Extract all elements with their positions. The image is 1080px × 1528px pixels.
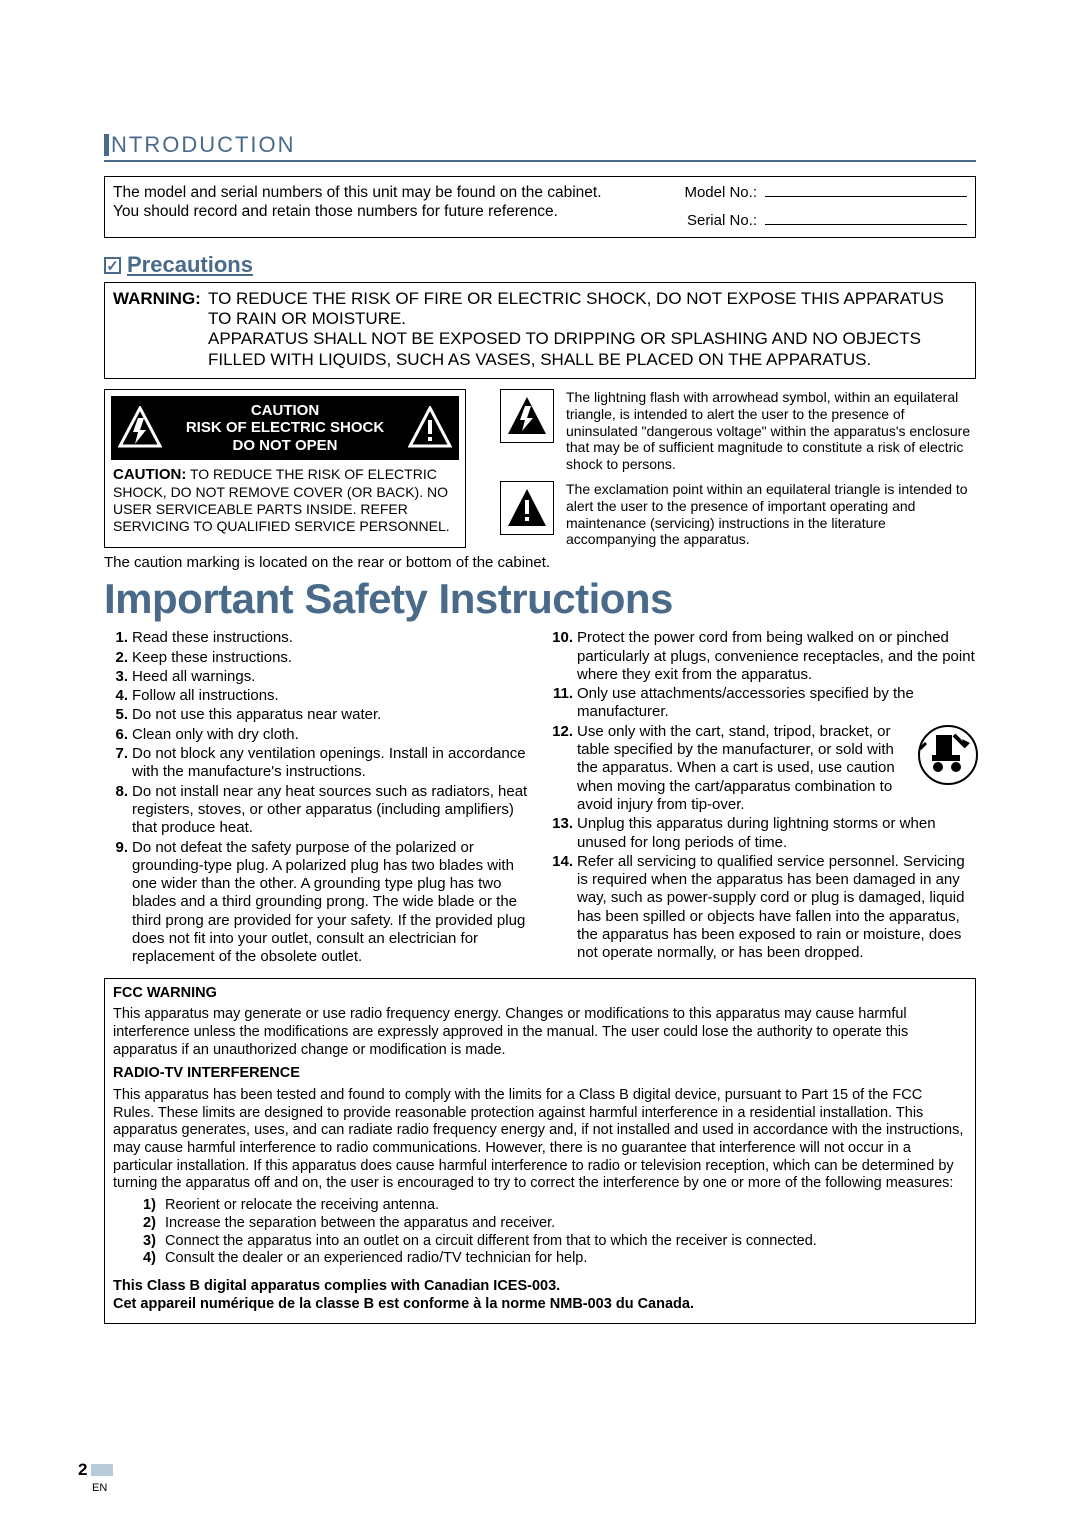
radio-tv-text: This apparatus has been tested and found…: [113, 1087, 967, 1193]
lightning-explain-text: The lightning flash with arrowhead symbo…: [566, 389, 976, 473]
exclaim-explain-text: The exclamation point within an equilate…: [566, 481, 976, 548]
section-title-text: NTRODUCTION: [111, 132, 296, 157]
model-serial-box: The model and serial numbers of this uni…: [104, 176, 976, 238]
measure-3: 3) Connect the apparatus into an outlet …: [143, 1233, 967, 1251]
precautions-heading: ✓ Precautions: [104, 252, 976, 278]
serial-label: Serial No.:: [677, 212, 757, 231]
caution-panel: CAUTION RISK OF ELECTRIC SHOCK DO NOT OP…: [104, 389, 466, 548]
canadian-compliance-fr: Cet appareil numérique de la classe B es…: [113, 1296, 694, 1312]
list-item: 6.Clean only with dry cloth.: [104, 726, 531, 744]
title-bar-icon: [104, 134, 109, 156]
warning-text: TO REDUCE THE RISK OF FIRE OR ELECTRIC S…: [208, 289, 967, 371]
list-item: 8.Do not install near any heat sources s…: [104, 783, 531, 838]
measure-4: 4) Consult the dealer or an experienced …: [143, 1250, 967, 1268]
caution-banner-text: CAUTION RISK OF ELECTRIC SHOCK DO NOT OP…: [167, 398, 403, 458]
info-line-2: You should record and retain those numbe…: [113, 203, 558, 220]
page-content: NTRODUCTION The model and serial numbers…: [104, 132, 976, 1324]
measure-1-text: Reorient or relocate the receiving anten…: [165, 1197, 439, 1213]
list-item: 1.Read these instructions.: [104, 629, 531, 647]
model-write-line: [765, 183, 967, 197]
caution-banner-l1: CAUTION: [169, 402, 401, 419]
section-title: NTRODUCTION: [104, 132, 976, 162]
caution-banner-l2: RISK OF ELECTRIC SHOCK: [169, 419, 401, 436]
list-item: 3.Heed all warnings.: [104, 668, 531, 686]
page-language: EN: [92, 1482, 107, 1494]
warning-line-1: TO REDUCE THE RISK OF FIRE OR ELECTRIC S…: [208, 289, 944, 328]
lightning-triangle-icon: [113, 398, 167, 458]
serial-write-line: [765, 211, 967, 225]
caution-banner-l3: DO NOT OPEN: [169, 437, 401, 454]
safety-instructions-columns: 1.Read these instructions. 2.Keep these i…: [104, 629, 976, 967]
list-item: 13.Unplug this apparatus during lightnin…: [549, 815, 976, 852]
checkbox-icon: ✓: [104, 257, 121, 274]
caution-banner: CAUTION RISK OF ELECTRIC SHOCK DO NOT OP…: [111, 396, 459, 460]
radio-tv-heading: RADIO-TV INTERFERENCE: [113, 1065, 967, 1083]
model-serial-note: The model and serial numbers of this uni…: [113, 183, 677, 222]
safety-list-left: 1.Read these instructions. 2.Keep these i…: [104, 629, 531, 967]
warning-label: WARNING:: [113, 289, 208, 371]
symbol-explanations: The lightning flash with arrowhead symbo…: [500, 389, 976, 548]
caution-location-note: The caution marking is located on the re…: [104, 554, 976, 571]
page-tab-icon: [91, 1464, 113, 1476]
measure-4-text: Consult the dealer or an experienced rad…: [165, 1250, 587, 1266]
list-item: 11.Only use attachments/accessories spec…: [549, 685, 976, 722]
canadian-compliance: This Class B digital apparatus complies …: [113, 1278, 967, 1313]
measure-2-text: Increase the separation between the appa…: [165, 1215, 555, 1231]
page-number-value: 2: [78, 1460, 87, 1479]
list-item: 12.Use only with the cart, stand, tripod…: [549, 723, 976, 814]
lightning-triangle-small-icon: [500, 389, 554, 443]
exclaim-triangle-small-icon: [500, 481, 554, 535]
info-line-1: The model and serial numbers of this uni…: [113, 184, 602, 201]
model-label: Model No.:: [677, 184, 757, 203]
cart-tipover-icon: [918, 725, 978, 785]
canadian-compliance-en: This Class B digital apparatus complies …: [113, 1278, 560, 1294]
exclaim-triangle-icon: [403, 398, 457, 458]
caution-body-bold: CAUTION:: [113, 466, 186, 483]
caution-body-text: CAUTION: TO REDUCE THE RISK OF ELECTRIC …: [111, 466, 459, 534]
measure-3-text: Connect the apparatus into an outlet on …: [165, 1233, 817, 1249]
list-item: 2.Keep these instructions.: [104, 649, 531, 667]
fcc-warning-text: This apparatus may generate or use radio…: [113, 1006, 967, 1059]
list-item: 5.Do not use this apparatus near water.: [104, 706, 531, 724]
list-item: 10.Protect the power cord from being wal…: [549, 629, 976, 684]
fcc-warning-heading: FCC WARNING: [113, 985, 967, 1003]
list-item: 14.Refer all servicing to qualified serv…: [549, 853, 976, 963]
serial-field-row: Serial No.:: [677, 211, 967, 231]
model-field-row: Model No.:: [677, 183, 967, 203]
fcc-box: FCC WARNING This apparatus may generate …: [104, 978, 976, 1325]
list-item: 9.Do not defeat the safety purpose of th…: [104, 839, 531, 967]
safety-list-right: 10.Protect the power cord from being wal…: [549, 629, 976, 967]
interference-measures: 1) Reorient or relocate the receiving an…: [113, 1197, 967, 1268]
exclaim-explain-row: The exclamation point within an equilate…: [500, 481, 976, 548]
measure-2: 2) Increase the separation between the a…: [143, 1215, 967, 1233]
caution-section: CAUTION RISK OF ELECTRIC SHOCK DO NOT OP…: [104, 389, 976, 548]
warning-line-2: APPARATUS SHALL NOT BE EXPOSED TO DRIPPI…: [208, 329, 921, 368]
list-item: 4.Follow all instructions.: [104, 687, 531, 705]
lightning-explain-row: The lightning flash with arrowhead symbo…: [500, 389, 976, 473]
model-serial-fields: Model No.: Serial No.:: [677, 183, 967, 231]
safety-instructions-title: Important Safety Instructions: [104, 575, 976, 623]
measure-1: 1) Reorient or relocate the receiving an…: [143, 1197, 967, 1215]
page-number: 2: [78, 1460, 113, 1480]
precautions-heading-text: Precautions: [127, 252, 253, 278]
list-item: 7.Do not block any ventilation openings.…: [104, 745, 531, 782]
warning-box: WARNING: TO REDUCE THE RISK OF FIRE OR E…: [104, 282, 976, 380]
